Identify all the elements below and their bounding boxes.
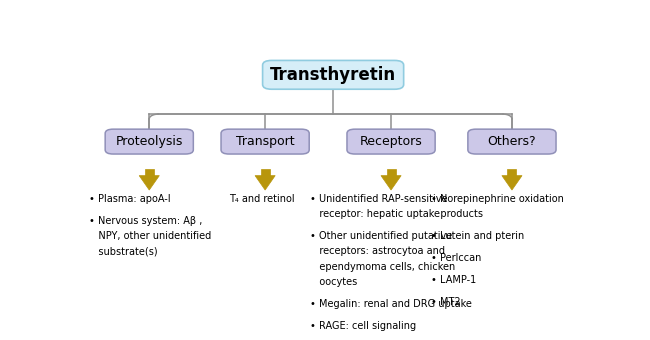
Text: NPY, other unidentified: NPY, other unidentified [89, 231, 211, 241]
Text: Others?: Others? [488, 135, 536, 148]
Text: • Lutein and pterin: • Lutein and pterin [432, 231, 525, 241]
Text: Transport: Transport [236, 135, 294, 148]
Text: • Other unidentified putative: • Other unidentified putative [311, 231, 452, 241]
Polygon shape [139, 176, 159, 190]
Text: T₄ and retinol: T₄ and retinol [229, 194, 294, 204]
Polygon shape [387, 169, 396, 176]
Polygon shape [508, 169, 517, 176]
Text: • LAMP-1: • LAMP-1 [432, 275, 476, 285]
Text: • Nervous system: Aβ ,: • Nervous system: Aβ , [89, 216, 202, 226]
Text: • Perlccan: • Perlccan [432, 253, 482, 263]
Text: • Unidentified RAP-sensitive: • Unidentified RAP-sensitive [311, 194, 448, 204]
Text: products: products [432, 209, 484, 219]
Polygon shape [255, 176, 275, 190]
Polygon shape [502, 176, 522, 190]
FancyBboxPatch shape [221, 129, 309, 154]
Polygon shape [261, 169, 270, 176]
Text: oocytes: oocytes [311, 277, 358, 287]
Polygon shape [381, 176, 401, 190]
FancyBboxPatch shape [263, 61, 404, 89]
Text: receptors: astrocytoa and: receptors: astrocytoa and [311, 246, 445, 256]
Text: • Plasma: apoA-I: • Plasma: apoA-I [89, 194, 170, 204]
Text: • Megalin: renal and DRG uptake: • Megalin: renal and DRG uptake [311, 299, 473, 309]
Text: Proteolysis: Proteolysis [116, 135, 183, 148]
Text: Receptors: Receptors [359, 135, 422, 148]
Text: receptor: hepatic uptake: receptor: hepatic uptake [311, 209, 441, 219]
FancyBboxPatch shape [468, 129, 556, 154]
Text: • Norepinephrine oxidation: • Norepinephrine oxidation [432, 194, 564, 204]
FancyBboxPatch shape [347, 129, 435, 154]
FancyBboxPatch shape [105, 129, 193, 154]
Text: • RAGE: cell signaling: • RAGE: cell signaling [311, 321, 417, 331]
Polygon shape [145, 169, 154, 176]
Text: ependymoma cells, chicken: ependymoma cells, chicken [311, 261, 456, 272]
Text: substrate(s): substrate(s) [89, 246, 157, 256]
Text: • MT2: • MT2 [432, 297, 461, 307]
Text: Transthyretin: Transthyretin [270, 66, 396, 84]
